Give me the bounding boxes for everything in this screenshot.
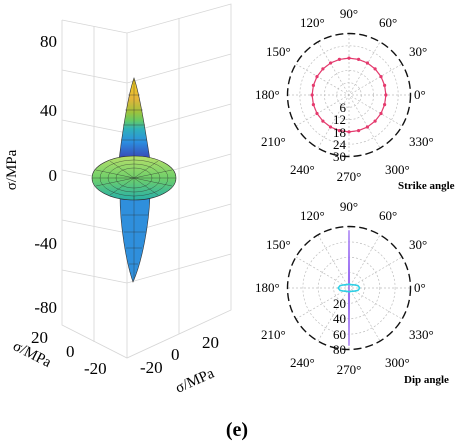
y-tick-label: 0 — [66, 342, 75, 361]
dip-angle-tick: 330° — [409, 327, 434, 342]
dip-angle-tick: 60° — [379, 208, 397, 223]
strike-data-point — [310, 93, 314, 97]
strike-angle-tick: 270° — [337, 169, 362, 184]
strike-data-point — [357, 129, 361, 133]
strike-data-point — [321, 67, 325, 71]
x-axis-label: σ/MPa — [173, 365, 217, 396]
x-axis: -20 0 20 σ/MPa — [140, 333, 219, 397]
z-tick-label: 40 — [40, 101, 57, 120]
strike-angle-tick: 30° — [409, 44, 427, 59]
strike-radial-tick: 30 — [333, 149, 346, 164]
dip-radial-tick: 60 — [333, 327, 346, 342]
surface-shape — [91, 77, 177, 283]
dip-angle-tick: 0° — [414, 280, 426, 295]
strike-radial-tick: 18 — [333, 125, 346, 140]
dip-angle-tick: 120° — [300, 208, 325, 223]
dip-frame — [286, 225, 412, 351]
strike-data-point — [365, 125, 369, 129]
strike-data-point — [383, 83, 387, 87]
dip-polar-panel: 0° 30° 60° 90° 120° 150° 180° 210° 240° … — [255, 199, 449, 386]
strike-angle-tick: 90° — [340, 6, 358, 21]
z-axis: 80 40 0 -40 -80 σ/MPa — [4, 32, 57, 317]
dip-angle-tick: 300° — [385, 355, 410, 370]
strike-angle-tick: 300° — [385, 162, 410, 177]
y-axis: 20 0 -20 σ/MPa — [10, 328, 106, 378]
strike-polar-panel: 0° 30° 60° 90° 120° 150° 180° 210° 240° … — [255, 6, 455, 192]
strike-angle-labels: 0° 30° 60° 90° 120° 150° 180° 210° 240° … — [255, 6, 434, 184]
strike-data-point — [357, 57, 361, 62]
strike-data-point — [337, 57, 341, 62]
strike-angle-tick: 150° — [266, 44, 291, 59]
strike-data-point — [337, 129, 341, 133]
strike-data-point — [315, 111, 319, 116]
strike-radial-tick: 12 — [333, 112, 346, 127]
surface-mesh — [92, 80, 176, 280]
strike-data-point — [365, 61, 369, 65]
strike-data-point — [379, 75, 383, 79]
strike-data-point — [328, 125, 333, 129]
dip-series-ring — [337, 283, 361, 293]
strike-data-point — [373, 119, 377, 123]
dip-radial-tick: 20 — [333, 296, 346, 311]
dip-angle-tick: 30° — [409, 237, 427, 252]
dip-angle-tick: 210° — [261, 327, 286, 342]
strike-data-point — [329, 61, 333, 65]
x-tick-label: 0 — [171, 345, 180, 364]
strike-data-point — [315, 75, 319, 79]
dip-angle-tick: 180° — [255, 280, 280, 295]
strike-data-point — [379, 111, 383, 116]
strike-radial-tick: 24 — [333, 137, 347, 152]
strike-data-point — [347, 130, 351, 134]
z-tick-label: 80 — [40, 32, 57, 51]
strike-data-point — [311, 83, 315, 87]
dip-radial-labels: 20 40 60 80 — [333, 296, 346, 357]
y-tick-label: -20 — [84, 359, 107, 378]
dip-title: Dip angle — [404, 374, 449, 386]
surface-upper-spike — [118, 77, 151, 161]
strike-angle-tick: 0° — [414, 87, 426, 102]
strike-data-point — [384, 93, 388, 97]
z-tick-label: -40 — [34, 234, 57, 253]
strike-data-point — [383, 103, 387, 107]
strike-data-point — [321, 119, 325, 123]
strike-angle-tick: 180° — [255, 87, 280, 102]
y-tick-label: 20 — [31, 328, 48, 347]
dip-radial-tick: 80 — [333, 342, 346, 357]
strike-radial-tick: 6 — [340, 100, 347, 115]
x-tick-label: 20 — [202, 333, 219, 352]
z-axis-label: σ/MPa — [4, 149, 20, 190]
dip-angle-tick: 270° — [337, 362, 362, 377]
surface-panel: 80 40 0 -40 -80 σ/MPa 20 0 -20 σ/MPa -20… — [4, 3, 232, 397]
dip-angle-labels: 0° 30° 60° 90° 120° 150° 180° 210° 240° … — [255, 199, 434, 377]
strike-series-markers — [310, 56, 388, 134]
strike-angle-tick: 210° — [261, 134, 286, 149]
strike-title: Strike angle — [398, 180, 455, 192]
strike-grid — [286, 32, 412, 158]
z-tick-label: 0 — [49, 166, 58, 185]
strike-radial-labels: 6 12 18 24 30 — [333, 100, 347, 164]
z-tick-label: -80 — [34, 298, 57, 317]
dip-angle-tick: 240° — [290, 355, 315, 370]
strike-angle-tick: 120° — [300, 15, 325, 30]
x-tick-label: -20 — [140, 358, 163, 377]
dip-radial-tick: 40 — [333, 311, 346, 326]
surface-lower-spike — [119, 194, 151, 283]
strike-angle-tick: 240° — [290, 162, 315, 177]
strike-frame — [286, 32, 412, 158]
strike-angle-tick: 330° — [409, 134, 434, 149]
strike-data-point — [373, 67, 377, 71]
dip-angle-tick: 150° — [266, 237, 291, 252]
strike-angle-tick: 60° — [379, 15, 397, 30]
dip-series-petal — [347, 230, 351, 346]
dip-angle-tick: 90° — [340, 199, 358, 214]
strike-data-point — [347, 56, 351, 60]
strike-data-point — [311, 103, 315, 107]
figure-caption: (e) — [226, 419, 248, 441]
